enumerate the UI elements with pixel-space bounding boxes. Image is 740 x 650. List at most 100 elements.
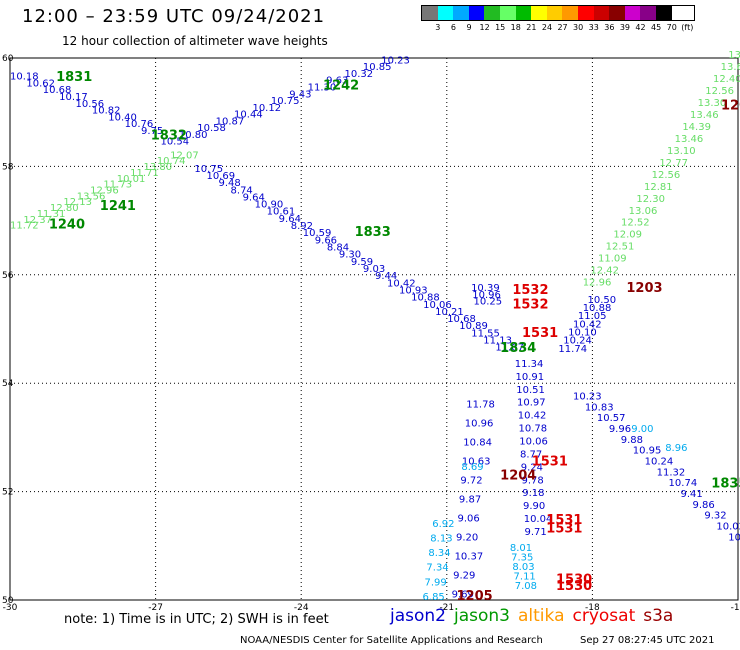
wave-height-value: 8.84 [327, 243, 349, 254]
credit-text: NOAA/NESDIS Center for Satellite Applica… [240, 635, 543, 646]
wave-height-value: 9.59 [351, 257, 373, 268]
legend-item-altika: altika [518, 606, 565, 626]
wave-height-value: 10.84 [463, 438, 492, 449]
wave-height-value: 10.40 [108, 112, 137, 123]
color-scale-cell [624, 6, 641, 20]
wave-height-value: 11.31 [37, 209, 66, 220]
pass-time-label: 1530 [556, 579, 592, 594]
wave-height-value: 11.30 [308, 83, 337, 94]
wave-height-value: 13.46 [690, 110, 719, 121]
color-scale-cell [499, 6, 516, 20]
wave-height-value: 10.89 [459, 321, 488, 332]
color-scale-label: 30 [573, 23, 584, 32]
wave-height-value: 9.29 [453, 570, 475, 581]
wave-height-value: 10.96 [472, 290, 501, 301]
color-scale-label: 12 [479, 23, 490, 32]
wave-height-value: 7.11 [514, 572, 536, 583]
wave-height-value: 12.40 [713, 74, 740, 85]
wave-height-value: 9.88 [621, 435, 643, 446]
wave-height-value: 10.42 [387, 278, 416, 289]
color-scale-label: 45 [651, 23, 662, 32]
color-scale-cell [593, 6, 610, 20]
color-scale-label: 42 [635, 23, 646, 32]
color-scale-label: 24 [541, 23, 553, 32]
pass-time-label: 1531 [522, 326, 558, 341]
legend-item-s3a: s3a [643, 606, 674, 626]
wave-height-value: 10.01 [117, 174, 146, 185]
color-scale-label: 18 [510, 23, 521, 32]
wave-height-value: 10.24 [563, 336, 592, 347]
wave-height-value: 10.90 [255, 200, 284, 211]
pass-time-label: 1834 [500, 341, 536, 356]
page-subtitle: 12 hour collection of altimeter wave hei… [62, 34, 328, 48]
pass-time-label: 1205 [457, 589, 493, 604]
wave-height-value: 8.96 [665, 443, 687, 454]
wave-height-value: 9.64 [279, 214, 301, 225]
color-scale-cell [546, 6, 563, 20]
color-scale-cell [562, 6, 578, 20]
wave-height-value: 9.30 [339, 250, 361, 261]
map-frame [9, 57, 739, 601]
wave-height-value: 10.61 [267, 207, 296, 218]
wave-height-value: 10.06 [728, 532, 740, 543]
pass-time-label: 1204 [500, 469, 536, 484]
wave-height-value: 6.92 [432, 519, 454, 530]
color-scale-legend: 3 6 9 12 15 18 21 24 27 30 33 36 39 42 45 70 (ft) [421, 5, 696, 32]
color-scale-label: 6 [450, 23, 456, 32]
wave-height-value: 10.57 [597, 413, 626, 424]
wave-height-value: 12.77 [659, 158, 688, 169]
wave-height-value: 10.51 [516, 385, 545, 396]
wave-height-value: 10.44 [234, 110, 263, 121]
wave-height-value: 10.24 [645, 457, 674, 468]
wave-height-value: 12.07 [170, 150, 199, 161]
wave-height-value: 12.51 [606, 242, 635, 253]
pass-time-label: 1531 [546, 521, 582, 536]
wave-height-value: 9.32 [704, 511, 726, 522]
wave-height-value: 12.42 [590, 266, 619, 277]
satellite-legend: jason2 jason3 altika cryosat s3a [390, 606, 681, 626]
wave-height-value: 13.10 [667, 146, 696, 157]
wave-height-value: 10.95 [633, 446, 662, 457]
wave-height-value: 8.92 [291, 221, 313, 232]
wave-height-value: 7.99 [424, 577, 446, 588]
x-tick-label: -18 [585, 603, 600, 613]
wave-height-value: 11.72 [10, 221, 39, 232]
wave-height-value: 9.90 [523, 501, 545, 512]
wave-height-value: 10.74 [669, 478, 698, 489]
pass-time-label: 1530 [556, 573, 592, 588]
color-scale-labels: 3 6 9 12 15 18 21 24 27 30 33 36 39 42 45 70 (ft) [421, 23, 695, 32]
wave-height-value: 9.63 [326, 76, 348, 87]
wave-height-value: 11.13 [483, 336, 512, 347]
pass-time-label: 120 [721, 98, 740, 113]
y-tick-label: 52 [2, 488, 13, 498]
wave-height-value: 12.56 [652, 170, 681, 181]
pass-time-label: 1832 [151, 128, 187, 143]
color-scale-cell [422, 6, 438, 20]
wave-height-value: 10.32 [344, 69, 373, 80]
wave-height-value: 9.41 [681, 489, 703, 500]
x-tick-label: -27 [148, 603, 163, 613]
color-scale-label: 33 [588, 23, 599, 32]
pass-time-label: 1242 [323, 78, 359, 93]
wave-height-value: 13.30 [698, 98, 727, 109]
wave-height-value: 11.09 [598, 254, 627, 265]
page-title: 12:00 – 23:59 UTC 09/24/2021 [22, 6, 326, 27]
y-tick-label: 54 [2, 379, 14, 389]
wave-height-value: 13.56 [77, 191, 106, 202]
wave-height-value: 10.10 [568, 328, 597, 339]
wave-height-value: 8.69 [461, 462, 483, 473]
wave-height-value: 11.74 [558, 344, 587, 355]
legend-item-jason3: jason3 [454, 606, 510, 626]
wave-height-value: 10.93 [399, 285, 428, 296]
wave-height-value: 9.66 [315, 235, 337, 246]
pass-time-label: 1241 [100, 199, 136, 214]
color-scale-cell [453, 6, 469, 20]
pass-time-labels: 1831 1832 1242 1241 1240 1833 1834 1835 15321532… [49, 70, 740, 604]
wave-height-value: 9.75 [141, 126, 163, 137]
pass-time-label: 1531 [532, 455, 568, 470]
wave-height-value: 9.72 [460, 475, 482, 486]
wave-height-value: 12.56 [705, 86, 734, 97]
wave-height-value: 6.85 [423, 592, 445, 603]
wave-height-value: 10.12 [252, 103, 281, 114]
